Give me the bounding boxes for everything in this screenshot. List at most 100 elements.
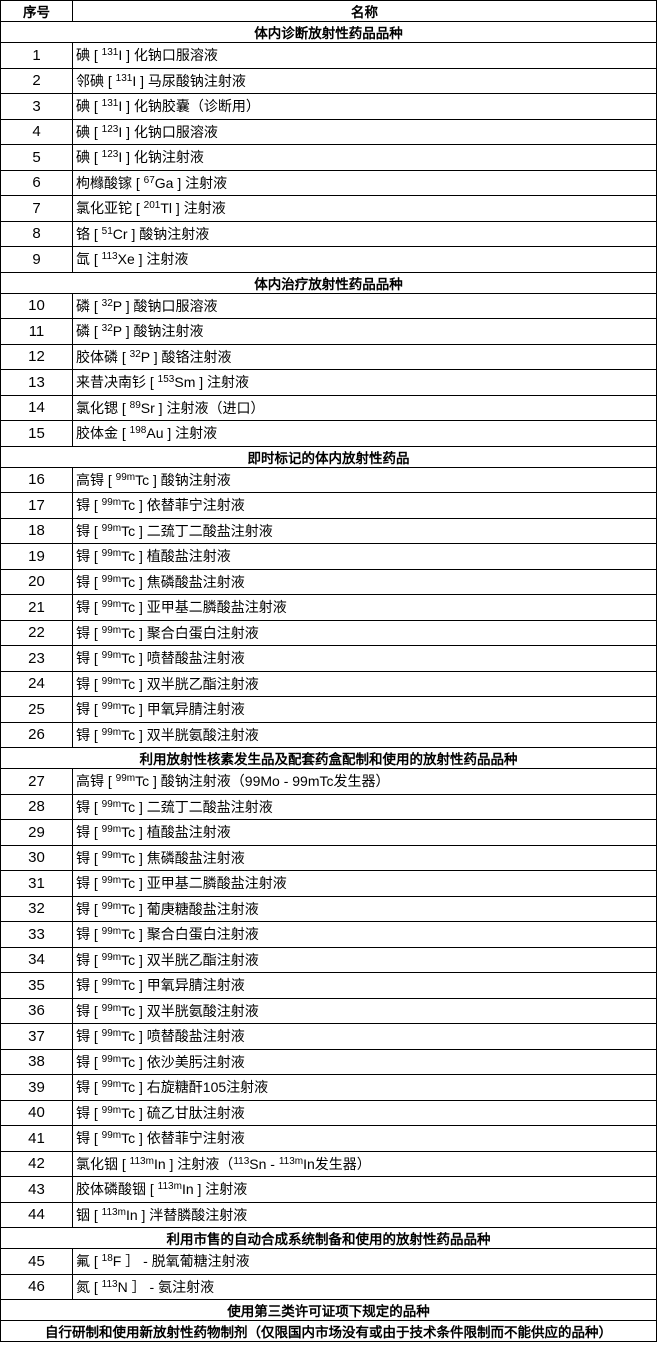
table-row: 46 氮 [ 113N ］ - 氨注射液	[0, 1273, 657, 1300]
drug-name: 锝 [ 99mTc ] 焦磷酸盐注射液	[72, 844, 657, 871]
isotope-mass-number: 99m	[101, 1104, 122, 1116]
drug-name: 锝 [ 99mTc ] 喷替酸盐注射液	[72, 645, 657, 672]
row-index: 30	[0, 844, 73, 871]
table-row: 39 锝 [ 99mTc ] 右旋糖酐105注射液	[0, 1074, 657, 1101]
table-row: 23 锝 [ 99mTc ] 喷替酸盐注射液	[0, 645, 657, 672]
table-body: 体内诊断放射性药品品种 1 碘 [ 131I ] 化钠口服溶液 2 邻碘 [ 131I …	[0, 21, 657, 1342]
isotope-mass-number: 99m	[101, 900, 122, 912]
name-text: Ga ] 注射液	[154, 174, 228, 191]
drug-name: 氮 [ 113N ］ - 氨注射液	[72, 1273, 657, 1300]
name-text: Sm ] 注射液	[174, 374, 250, 391]
name-text: 来昔决南钐 [	[76, 374, 158, 391]
row-index: 8	[0, 220, 73, 247]
isotope-mass-number: 99m	[101, 1002, 122, 1014]
name-text: 胶体磷酸铟 [	[76, 1181, 158, 1198]
row-index: 2	[0, 67, 73, 94]
row-index: 26	[0, 721, 73, 748]
isotope-mass-number: 99m	[101, 824, 122, 836]
isotope-mass-number: 113	[101, 1278, 118, 1290]
name-text: Tc ] 植酸盐注射液	[121, 824, 231, 841]
drug-name: 锝 [ 99mTc ] 葡庚糖酸盐注射液	[72, 895, 657, 922]
name-text: Tc ] 喷替酸盐注射液	[121, 650, 245, 667]
name-text: 氯化亚铊 [	[76, 200, 144, 217]
name-text: F ］ - 脱氧葡糖注射液	[112, 1253, 250, 1270]
table-row: 36 锝 [ 99mTc ] 双半胱氨酸注射液	[0, 997, 657, 1024]
drug-name: 氯化亚铊 [ 201Tl ] 注射液	[72, 195, 657, 222]
name-text: 锝 [	[76, 798, 102, 815]
name-text: Tc ] 亚甲基二膦酸盐注射液	[121, 599, 287, 616]
table-header-row: 序号 名称	[0, 0, 657, 22]
table-row: 21 锝 [ 99mTc ] 亚甲基二膦酸盐注射液	[0, 594, 657, 621]
row-index: 14	[0, 394, 73, 421]
name-text: 锝 [	[76, 522, 102, 539]
isotope-mass-number: 113	[233, 1155, 250, 1167]
name-text: 锝 [	[76, 1130, 102, 1147]
name-text: 铟 [	[76, 1206, 102, 1223]
row-index: 31	[0, 870, 73, 897]
drug-name: 锝 [ 99mTc ] 亚甲基二膦酸盐注射液	[72, 594, 657, 621]
drug-name: 来昔决南钐 [ 153Sm ] 注射液	[72, 369, 657, 396]
row-index: 21	[0, 594, 73, 621]
name-text: 邻碘 [	[76, 72, 116, 89]
table-row: 2 邻碘 [ 131I ] 马尿酸钠注射液	[0, 67, 657, 94]
name-text: 枸橼酸镓 [	[76, 174, 144, 191]
table-row: 19 锝 [ 99mTc ] 植酸盐注射液	[0, 543, 657, 570]
drug-name: 磷 [ 32P ] 酸钠口服溶液	[72, 292, 657, 319]
name-text: 磷 [	[76, 323, 102, 340]
isotope-mass-number: 99m	[101, 875, 122, 887]
drug-name: 碘 [ 123I ] 化钠口服溶液	[72, 118, 657, 145]
table-row: 45 氟 [ 18F ］ - 脱氧葡糖注射液	[0, 1248, 657, 1275]
name-text: 锝 [	[76, 548, 102, 565]
table-row: 10 磷 [ 32P ] 酸钠口服溶液	[0, 292, 657, 319]
name-text: 锝 [	[76, 1028, 102, 1045]
name-text: Tc ] 甲氧异腈注射液	[121, 701, 245, 718]
table-row: 7 氯化亚铊 [ 201Tl ] 注射液	[0, 195, 657, 222]
isotope-mass-number: 113m	[278, 1155, 304, 1167]
row-index: 10	[0, 292, 73, 319]
section-title: 使用第三类许可证项下规定的品种	[0, 1299, 657, 1321]
drug-name: 锝 [ 99mTc ] 植酸盐注射液	[72, 819, 657, 846]
isotope-mass-number: 99m	[101, 497, 122, 509]
row-index: 38	[0, 1048, 73, 1075]
isotope-mass-number: 51	[101, 225, 113, 237]
name-text: Tc ] 焦磷酸盐注射液	[121, 573, 245, 590]
drug-name: 锝 [ 99mTc ] 二巯丁二酸盐注射液	[72, 793, 657, 820]
row-index: 29	[0, 819, 73, 846]
name-text: I ] 化钠胶囊（诊断用）	[118, 98, 260, 115]
drug-name: 氟 [ 18F ］ - 脱氧葡糖注射液	[72, 1248, 657, 1275]
drug-name: 锝 [ 99mTc ] 焦磷酸盐注射液	[72, 568, 657, 595]
name-text: Tc ] 依替菲宁注射液	[121, 1130, 245, 1147]
name-text: P ] 酸钠口服溶液	[112, 297, 218, 314]
drug-name: 锝 [ 99mTc ] 聚合白蛋白注射液	[72, 921, 657, 948]
isotope-mass-number: 113m	[101, 1206, 126, 1218]
name-text: 锝 [	[76, 1002, 102, 1019]
table-row: 18 锝 [ 99mTc ] 二巯丁二酸盐注射液	[0, 517, 657, 544]
name-text: I ] 化钠口服溶液	[118, 47, 218, 64]
row-index: 4	[0, 118, 73, 145]
name-text: Tc ] 植酸盐注射液	[121, 548, 231, 565]
name-text: 锝 [	[76, 650, 102, 667]
name-text: Tc ] 依替菲宁注射液	[121, 497, 245, 514]
name-text: 高锝 [	[76, 471, 116, 488]
isotope-mass-number: 99m	[101, 726, 122, 738]
table-row: 22 锝 [ 99mTc ] 聚合白蛋白注射液	[0, 619, 657, 646]
table-row: 29 锝 [ 99mTc ] 植酸盐注射液	[0, 819, 657, 846]
row-index: 32	[0, 895, 73, 922]
name-text: 锝 [	[76, 624, 102, 641]
row-index: 43	[0, 1176, 73, 1203]
section-header-row: 即时标记的体内放射性药品	[0, 445, 657, 468]
name-text: Tc ] 酸钠注射液（99Mo - 99mTc发生器）	[135, 773, 390, 790]
isotope-mass-number: 32	[101, 323, 113, 335]
name-text: Tc ] 双半胱氨酸注射液	[121, 726, 259, 743]
row-index: 5	[0, 144, 73, 171]
name-text: 氯化锶 [	[76, 399, 130, 416]
name-text: 锝 [	[76, 675, 102, 692]
table-row: 16 高锝 [ 99mTc ] 酸钠注射液	[0, 466, 657, 493]
table-row: 41 锝 [ 99mTc ] 依替菲宁注射液	[0, 1125, 657, 1152]
section-title: 体内治疗放射性药品品种	[0, 271, 657, 294]
isotope-mass-number: 67	[143, 174, 155, 186]
drug-name: 锝 [ 99mTc ] 右旋糖酐105注射液	[72, 1074, 657, 1101]
